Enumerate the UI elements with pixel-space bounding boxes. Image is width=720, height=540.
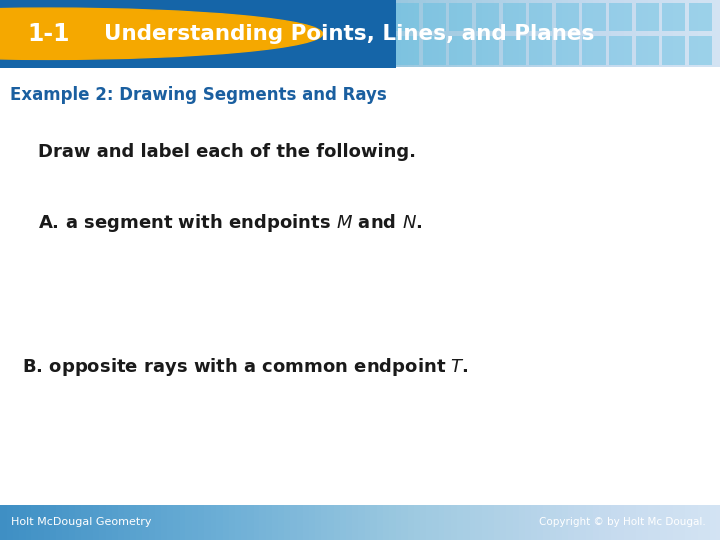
Bar xyxy=(689,3,712,31)
Bar xyxy=(423,36,446,65)
Bar xyxy=(662,3,685,31)
Bar xyxy=(609,3,632,31)
Bar xyxy=(582,36,606,65)
Text: Example 2: Drawing Segments and Rays: Example 2: Drawing Segments and Rays xyxy=(10,86,387,105)
Circle shape xyxy=(0,8,323,59)
Text: Draw and label each of the following.: Draw and label each of the following. xyxy=(38,144,416,161)
Bar xyxy=(503,3,526,31)
Bar xyxy=(636,3,659,31)
Bar xyxy=(556,3,579,31)
Text: Understanding Points, Lines, and Planes: Understanding Points, Lines, and Planes xyxy=(104,24,595,44)
Bar xyxy=(0,0,396,68)
Text: 1-1: 1-1 xyxy=(27,22,71,46)
Bar xyxy=(503,36,526,65)
Text: A. a segment with endpoints $M$ and $N$.: A. a segment with endpoints $M$ and $N$. xyxy=(38,212,423,233)
Text: Holt McDougal Geometry: Holt McDougal Geometry xyxy=(11,517,151,528)
Bar xyxy=(662,36,685,65)
Bar xyxy=(689,36,712,65)
Bar xyxy=(529,3,552,31)
Bar xyxy=(636,36,659,65)
Bar xyxy=(556,36,579,65)
Bar xyxy=(423,3,446,31)
Bar xyxy=(476,3,499,31)
Bar xyxy=(396,3,419,31)
Bar xyxy=(529,36,552,65)
Bar xyxy=(609,36,632,65)
Bar xyxy=(476,36,499,65)
Bar xyxy=(449,3,472,31)
Bar xyxy=(582,3,606,31)
Text: B. opposite rays with a common endpoint $T$.: B. opposite rays with a common endpoint … xyxy=(22,356,469,379)
Bar xyxy=(449,36,472,65)
Text: Copyright © by Holt Mc Dougal.: Copyright © by Holt Mc Dougal. xyxy=(539,517,709,528)
Bar xyxy=(396,36,419,65)
